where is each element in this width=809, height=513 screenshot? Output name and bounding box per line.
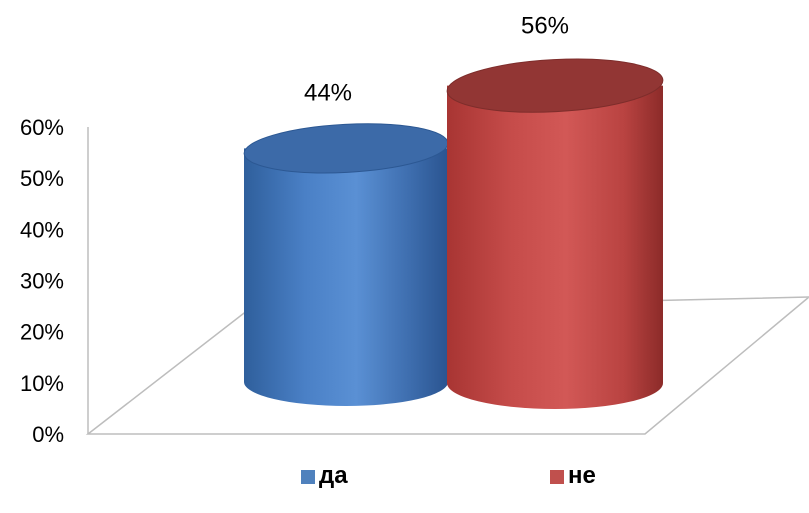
chart-frame (85, 127, 809, 435)
floor-plane (85, 296, 809, 435)
y-tick-label: 20% (20, 320, 64, 345)
data-labels: 44% 56% (304, 13, 569, 107)
data-label: 44% (304, 79, 352, 106)
bar-2 (446, 58, 664, 409)
y-tick-label: 0% (32, 422, 64, 447)
data-label: 56% (521, 13, 569, 40)
legend: да не (301, 462, 596, 489)
legend-swatch (301, 470, 315, 484)
y-tick-label: 50% (20, 166, 64, 191)
y-axis: 0% 10% 20% 30% 40% 50% 60% (20, 115, 64, 447)
y-tick-label: 30% (20, 269, 64, 294)
y-tick-label: 10% (20, 371, 64, 396)
legend-label: не (568, 462, 596, 489)
y-tick-label: 60% (20, 115, 64, 140)
bar-body (447, 85, 663, 409)
bar-top (446, 58, 664, 113)
legend-swatch (550, 470, 564, 484)
legend-label: да (319, 462, 348, 489)
bar-1 (243, 123, 449, 407)
y-tick-label: 40% (20, 217, 64, 242)
bar-body (244, 148, 448, 407)
legend-item: да (301, 462, 348, 489)
bar-series (243, 58, 664, 409)
legend-item: не (550, 462, 596, 489)
